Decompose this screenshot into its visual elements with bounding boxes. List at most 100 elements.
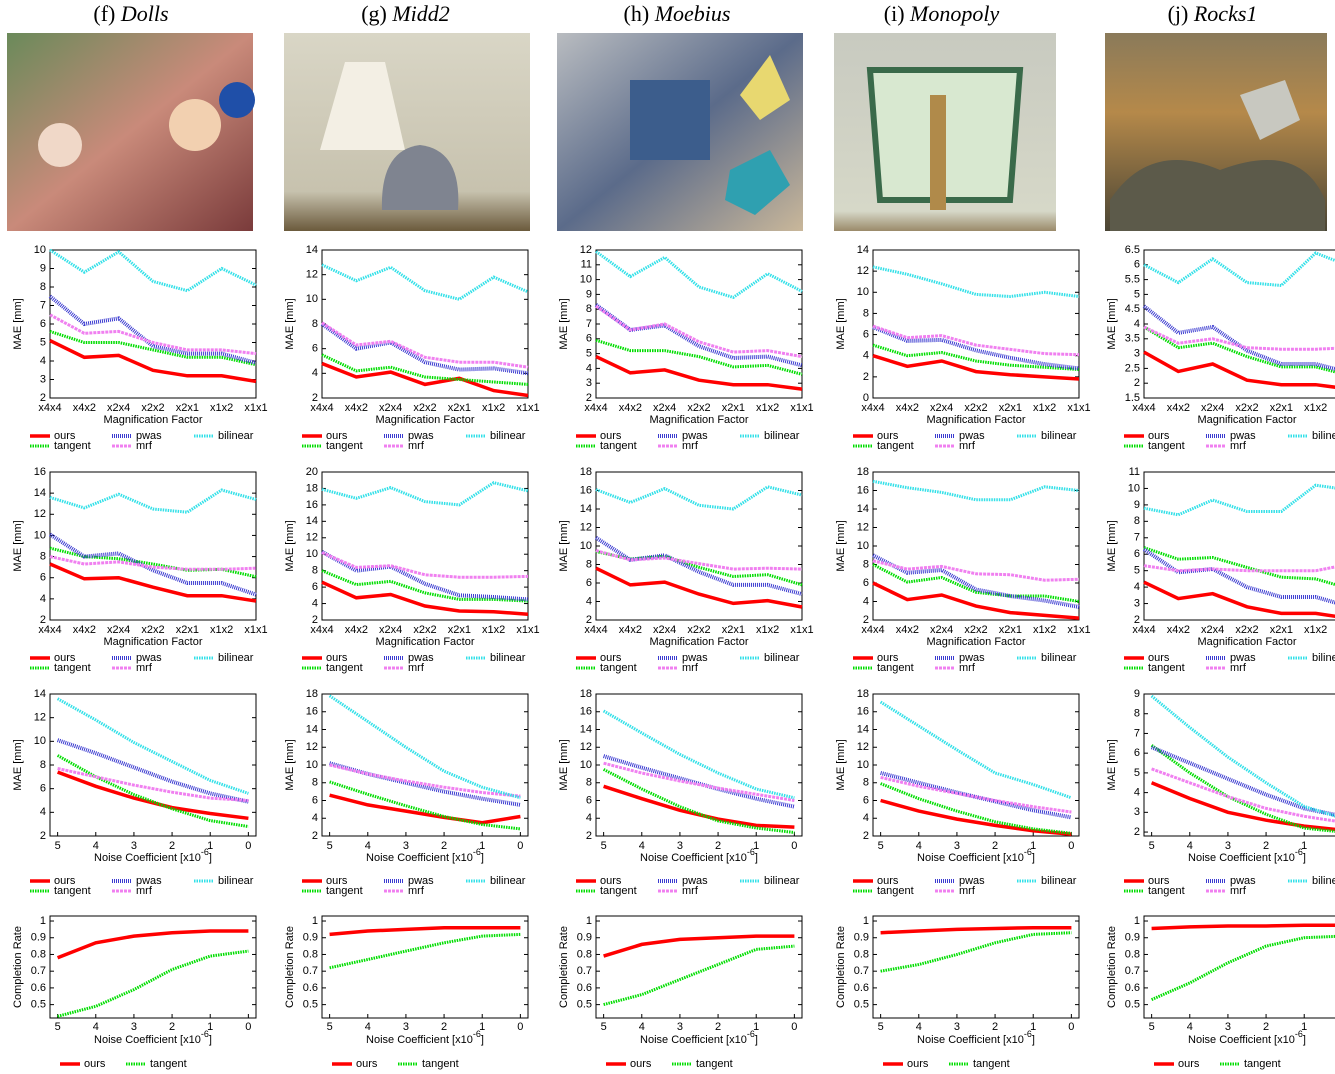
y-tick-label: 8 [1134,515,1140,527]
y-tick-label: 10 [34,244,46,256]
photo-detail [630,80,710,160]
panel-name: Dolls [120,1,169,26]
y-tick-label: 4 [586,812,592,824]
x-axis-label: Noise Coefficient [x10-6] [917,847,1035,864]
x-tick-label: x4x4 [861,624,884,636]
y-tick-label: 6 [1134,548,1140,560]
x-axis-label-text: Magnification Factor [926,636,1025,648]
chart: 24681012141618543210MAE [mm]Noise Coeffi… [835,688,1079,897]
y-tick-label: 0.7 [1125,965,1140,977]
y-tick-label: 7 [1134,532,1140,544]
x-tick-label: x2x2 [141,624,164,636]
chart: 23456789101112x4x4x4x2x2x4x2x2x2x1x1x2x1… [558,244,814,452]
panel-title: (j) Rocks1 [1168,1,1258,26]
x-axis-label: Noise Coefficient [x10-6] [94,1029,212,1046]
x-tick-label: 3 [954,1021,960,1033]
panel-label: (f) [93,1,115,26]
y-tick-label: 4 [312,367,318,379]
y-tick-label: 0.8 [854,948,869,960]
x-tick-label: 5 [1149,840,1155,852]
series-line [58,699,249,794]
x-axis-label: Magnification Factor [649,414,748,426]
chart: 2468101214543210MAE [mm]Noise Coefficien… [12,688,256,897]
series-line [604,756,795,807]
x-axis-label-sup: -6 [201,1029,209,1039]
y-tick-label: 10 [857,540,869,552]
y-tick-label: 14 [306,244,318,256]
x-tick-label: 4 [639,840,645,852]
y-tick-label: 4 [1134,318,1140,330]
x-tick-label: x4x2 [345,624,368,636]
x-tick-label: 5 [601,1021,607,1033]
legend-label: ours [356,1058,378,1070]
y-tick-label: 0.5 [31,999,46,1011]
y-axis-label: MAE [mm] [1106,520,1118,571]
x-axis-label-text: Magnification Factor [375,414,474,426]
y-tick-label: 6 [40,318,46,330]
y-tick-label: 16 [580,706,592,718]
panel-name: Rocks1 [1193,1,1258,26]
legend-label: mrf [1230,440,1247,452]
series-line [873,326,1079,355]
y-axis-label: MAE [mm] [284,739,296,790]
x-tick-label: 3 [677,1021,683,1033]
series-line [604,946,795,1005]
legend-label: mrf [959,440,976,452]
y-tick-label: 0.8 [31,948,46,960]
legend-label: bilinear [764,652,800,664]
y-tick-label: 12 [857,265,869,277]
x-tick-label: x2x1 [722,624,745,636]
y-tick-label: 10 [580,274,592,286]
y-tick-label: 1 [586,915,592,927]
y-tick-label: 18 [306,482,318,494]
y-tick-label: 0.5 [1125,999,1140,1011]
series-line [322,323,528,367]
y-tick-label: 14 [580,503,592,515]
x-tick-label: x1x1 [790,624,813,636]
y-tick-label: 6 [1134,747,1140,759]
legend-label: mrf [408,885,425,897]
series-line [596,487,802,509]
plot-frame [596,472,802,620]
y-tick-label: 8 [863,307,869,319]
photos [7,33,1327,231]
x-axis-label-text: Noise Coefficient [x10 [917,1034,1024,1046]
y-tick-label: 8 [586,777,592,789]
series-line [322,355,528,385]
x-tick-label: 5 [327,1021,333,1033]
y-tick-label: 7 [40,299,46,311]
y-tick-label: 12 [306,741,318,753]
legend-label: ours [907,1058,929,1070]
y-tick-label: 0.7 [577,965,592,977]
x-tick-label: x1x2 [482,402,505,414]
x-axis-label: Magnification Factor [1197,636,1296,648]
x-tick-label: 4 [365,1021,371,1033]
x-tick-label: x4x4 [38,624,61,636]
y-tick-label: 0.7 [31,965,46,977]
x-tick-label: x2x2 [1235,624,1258,636]
legend-label: tangent [326,440,363,452]
chart: 0.50.60.70.80.91543210Completion RateNoi… [835,915,1079,1070]
x-axis-label: Noise Coefficient [x10-6] [366,1029,484,1046]
x-tick-label: x1x1 [244,624,267,636]
y-tick-label: 5 [1134,288,1140,300]
legend-label: ours [630,1058,652,1070]
y-tick-label: 2 [312,830,318,842]
y-tick-label: 10 [34,529,46,541]
y-tick-label: 3 [40,373,46,385]
y-tick-label: 12 [306,269,318,281]
y-tick-label: 0.7 [854,965,869,977]
y-tick-label: 18 [306,688,318,700]
y-tick-label: 6 [863,794,869,806]
x-tick-label: x2x2 [413,402,436,414]
x-tick-label: x1x1 [790,402,813,414]
x-tick-label: 3 [1225,1021,1231,1033]
y-tick-label: 16 [306,706,318,718]
x-axis-label-tail: ] [1303,852,1306,864]
series-line [322,553,528,578]
panel-title: (f) Dolls [93,1,168,26]
y-tick-label: 3 [1134,348,1140,360]
legend-label: bilinear [218,430,254,442]
chart: 0.50.60.70.80.91543210Completion RateNoi… [558,915,802,1070]
legend-label: mrf [682,885,699,897]
